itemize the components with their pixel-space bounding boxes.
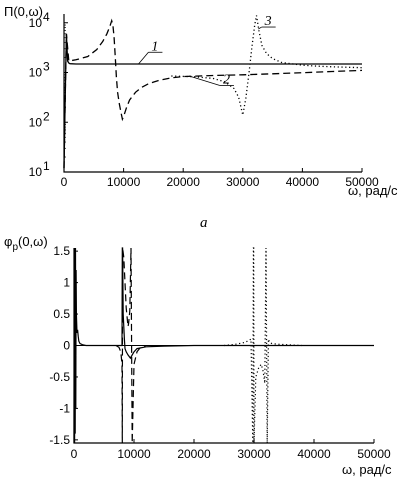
series-line-top-2 bbox=[63, 18, 363, 169]
y-axis-label-bottom-main: φ bbox=[4, 234, 12, 249]
y-tick-exponent-top: 3 bbox=[43, 60, 50, 74]
series-line-top-1 bbox=[63, 33, 362, 169]
y-tick-label-top: 10 bbox=[29, 165, 43, 179]
y-tick-label-bottom: 0 bbox=[63, 339, 70, 353]
x-tick-label-top: 50000 bbox=[345, 175, 379, 189]
series-group-bottom bbox=[73, 247, 374, 444]
y-tick-exponent-top: 2 bbox=[43, 109, 50, 123]
curve-labels-top: 1 2 3 bbox=[138, 14, 276, 88]
y-tick-label-top: 10 bbox=[29, 16, 43, 30]
series-line-bottom-1 bbox=[73, 247, 374, 444]
y-tick-label-bottom: -1 bbox=[59, 401, 70, 415]
axes-bottom: 0 10000 20000 30000 40000 50000 -1.5 -1 -0.5 0 0.5… bbox=[49, 244, 391, 461]
y-tick-label-bottom: 0.5 bbox=[53, 307, 70, 321]
y-axis-label-bottom-rest: (0,ω) bbox=[18, 234, 48, 249]
y-tick-label-bottom: 1 bbox=[63, 276, 70, 290]
x-tick-label-bottom: 0 bbox=[71, 447, 78, 461]
x-tick-label-bottom: 50000 bbox=[357, 447, 391, 461]
y-tick-label-bottom: -0.5 bbox=[49, 370, 70, 384]
x-axis-label-top: ω, рад/с bbox=[348, 183, 398, 198]
y-tick-label-bottom: -1.5 bbox=[49, 433, 70, 447]
y-tick-label-top: 10 bbox=[29, 115, 43, 129]
x-tick-label-bottom: 10000 bbox=[117, 447, 151, 461]
series-line-top-3 bbox=[171, 15, 363, 116]
x-tick-label-bottom: 20000 bbox=[177, 447, 211, 461]
chart-top: П(0,ω) ω, рад/с a 0 10000 20000 30000 40000 5… bbox=[4, 4, 398, 231]
x-tick-label-bottom: 30000 bbox=[237, 447, 271, 461]
x-tick-label-top: 0 bbox=[61, 175, 68, 189]
y-axis-label-bottom: φp(0,ω) bbox=[4, 234, 48, 253]
series-group-top bbox=[63, 15, 363, 169]
x-tick-label-top: 30000 bbox=[226, 175, 260, 189]
x-tick-label-top: 10000 bbox=[107, 175, 141, 189]
series-line-bottom-2 bbox=[115, 247, 147, 444]
curve-label-leader bbox=[189, 75, 221, 86]
y-tick-exponent-top: 1 bbox=[43, 159, 50, 173]
y-tick-label-bottom: 1.5 bbox=[53, 244, 70, 258]
x-tick-label-top: 40000 bbox=[286, 175, 320, 189]
curve-label-leader bbox=[258, 26, 262, 30]
chart-bottom: φp(0,ω) ω, рад/с 0 10000 20000 30000 40000 50… bbox=[4, 234, 392, 477]
x-tick-label-top: 20000 bbox=[167, 175, 201, 189]
y-axis-label-top: П(0,ω) bbox=[4, 4, 43, 19]
axis-frame-top bbox=[63, 14, 362, 173]
y-axis-label-bottom-sub: p bbox=[12, 242, 18, 253]
curve-label-leader bbox=[138, 52, 149, 65]
curve-label-1: 1 bbox=[151, 39, 158, 54]
curve-label-2: 2 bbox=[223, 73, 230, 88]
panel-caption-a: a bbox=[200, 215, 208, 231]
curve-label-3: 3 bbox=[264, 14, 272, 29]
series-line-bottom-3 bbox=[223, 247, 303, 444]
y-tick-exponent-top: 4 bbox=[43, 10, 50, 24]
y-tick-label-top: 10 bbox=[29, 66, 43, 80]
x-axis-label-bottom: ω, рад/с bbox=[342, 462, 392, 477]
x-tick-label-bottom: 40000 bbox=[297, 447, 331, 461]
